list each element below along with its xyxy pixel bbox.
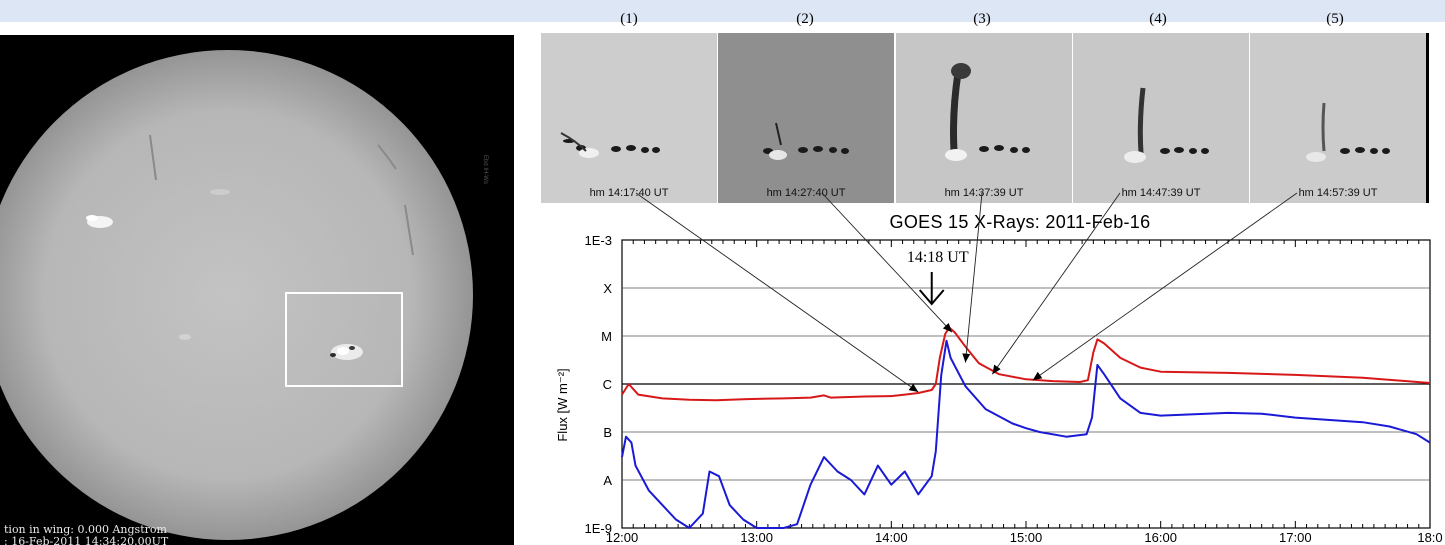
panel-number-3: (3) [973,11,991,27]
halpha-label: H-alpha – 0.8 A [494,55,511,159]
panel-number-4: (4) [1149,11,1167,27]
sun-disk-svg [0,50,473,540]
y-tick-label: A [603,473,612,488]
series-line-2 [621,339,1431,529]
y-tick-label: 1E-3 [585,233,612,248]
panel-timestamp-2: hm 14:27:40 UT [766,187,846,199]
x-tick-label: 18:0 [1417,530,1442,545]
top-header-band [0,0,1445,22]
series-line-1 [621,326,1431,402]
y-axis-label: Flux [W m⁻²] [555,368,570,441]
sun-texture [0,50,473,540]
x-tick-label: 16:00 [1144,530,1177,545]
halpha-panel-4: hm 14:47:39 UT [1073,33,1249,203]
x-tick-label: 17:00 [1279,530,1312,545]
flare-time-label: 14:18 UT [907,249,969,266]
halpha-panel-2: hm 14:27:40 UT [718,33,894,203]
y-tick-label: B [603,425,612,440]
panel-timestamp-3: hm 14:37:39 UT [944,187,1024,199]
y-tick-labels: 1E-3 X M C B A 1E-9 [585,233,613,536]
halpha-panel-1: hm 14:17:40 UT [541,33,717,203]
plage-regions [86,134,414,360]
halpha-small-text: Ebd IH-Ws [482,155,488,185]
y-tick-label: C [603,377,612,392]
y-tick-label: 1E-9 [585,521,612,536]
panel-timestamp-5: hm 14:57:39 UT [1298,187,1378,199]
panel-timestamp-4: hm 14:47:39 UT [1121,187,1201,199]
chart-grid [621,239,1431,529]
observation-date-caption: : 16-Feb-2011 14:34:20.00UT [4,535,169,545]
y-tick-label: M [601,329,612,344]
panel-number-1: (1) [620,11,638,27]
panel-number-5: (5) [1326,11,1344,27]
halpha-image-strip: hm 14:17:40 UT hm 14:27:40 UT hm 14:37:3… [541,33,1429,203]
panel-number-2: (2) [796,11,814,27]
y-tick-label: X [603,281,612,296]
full-disk-sun-image: tion in wing: 0.000 Angstrom : 16-Feb-20… [0,35,514,545]
x-tick-label: 15:00 [1010,530,1043,545]
chart-series [621,326,1431,529]
x-tick-label: 13:00 [740,530,773,545]
strip-right-edge [1426,33,1429,203]
wing-position-caption: tion in wing: 0.000 Angstrom [4,523,167,536]
x-tick-label: 12:00 [606,530,639,545]
x-tick-label: 14:00 [875,530,908,545]
x-tick-labels: 12:00 13:00 14:00 15:00 16:00 17:00 18:0 [606,530,1443,545]
halpha-panel-5: hm 14:57:39 UT [1250,33,1426,203]
flare-annotation: 14:18 UT [907,249,969,306]
halpha-panel-3: hm 14:37:39 UT [896,33,1072,203]
halpha-label-area: H-alpha – 0.8 A Ebd IH-Ws [482,55,532,225]
active-region-box [285,292,403,387]
panel-timestamp-1: hm 14:17:40 UT [589,187,669,199]
